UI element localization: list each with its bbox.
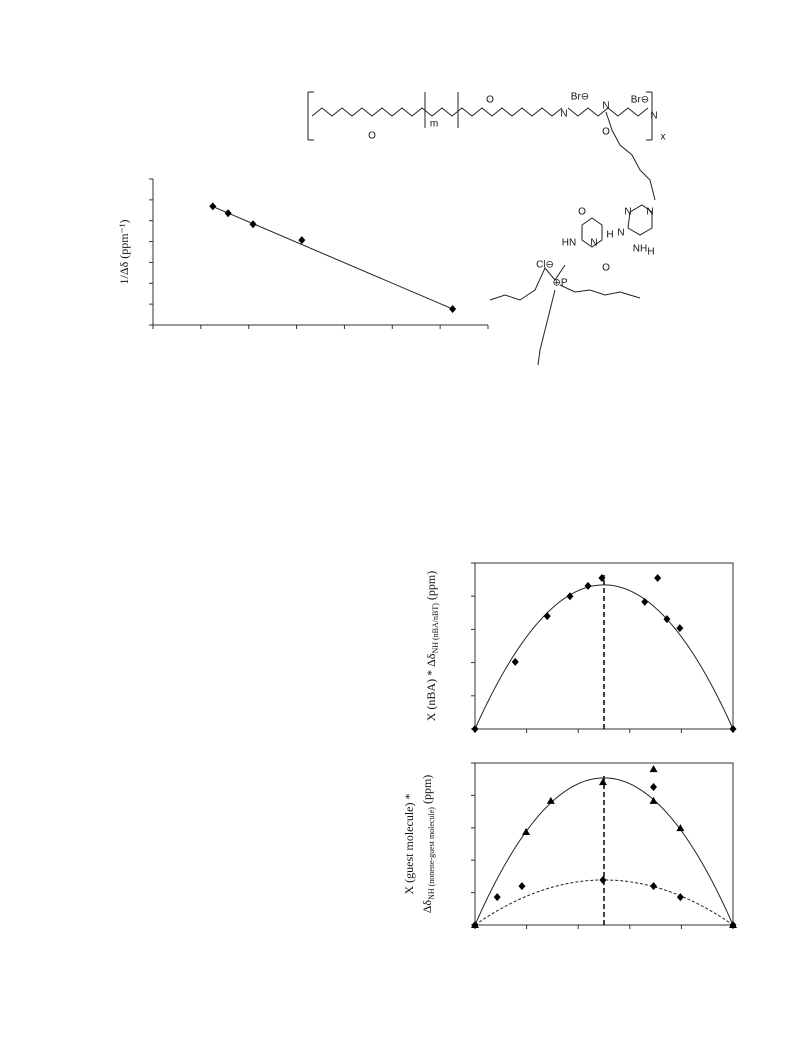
fit-curve [474, 879, 734, 926]
data-point [649, 796, 658, 804]
atom-label: H [606, 230, 613, 241]
data-point [249, 220, 257, 229]
data-point [676, 824, 685, 832]
atom-label: N [590, 238, 597, 249]
atom-label: x [661, 132, 666, 143]
data-point [676, 624, 684, 633]
data-point [654, 573, 662, 582]
data-point [522, 828, 531, 836]
atom-label: O [602, 127, 610, 138]
atom-label: N [650, 111, 657, 122]
data-point [471, 725, 479, 733]
atom-label: Br⊖ [631, 95, 649, 106]
data-point [566, 592, 574, 601]
atom-label: N [646, 207, 653, 218]
data-point [511, 657, 519, 666]
y-axis-label: X (guest molecule) * [402, 794, 416, 895]
atom-label: Cl⊖ [536, 260, 554, 271]
y-axis-label: X (nBA) * ΔδNH (nBA/nBT) (ppm) [424, 571, 441, 721]
atom-label: O [368, 131, 376, 142]
atom-label: ⊕P [552, 278, 567, 289]
atom-label: H [647, 247, 654, 258]
atom-label: m [430, 119, 438, 130]
data-point [546, 796, 555, 804]
data-point [729, 725, 737, 733]
data-point [471, 921, 479, 929]
data-point [650, 782, 658, 791]
atom-label: Br⊖ [571, 92, 589, 103]
data-point [663, 615, 671, 624]
atom-label: N [617, 228, 624, 239]
label-part: NH (nonene-guest molecule) [427, 807, 436, 900]
data-point [598, 573, 606, 582]
atom-label: N [624, 207, 631, 218]
atom-label: NH [633, 244, 647, 255]
data-point [298, 236, 306, 245]
label-part: (ppm) [420, 775, 434, 807]
data-point [649, 765, 658, 773]
label-part: X (nBA) * Δδ [424, 653, 438, 721]
data-point [641, 597, 649, 606]
data-point [518, 882, 526, 891]
atom-label: N [560, 109, 567, 120]
y-axis-label: 1/Δδ (ppm⁻¹) [117, 220, 131, 285]
fit-curve [474, 584, 734, 730]
charts: 1/Δδ (ppm⁻¹) X (nBA) * ΔδNH (nBA/nBT) (pp… [117, 178, 737, 929]
trendline [209, 204, 453, 310]
data-point [650, 882, 658, 891]
data-point [543, 612, 551, 621]
data-point [493, 893, 501, 902]
data-point [676, 893, 684, 902]
label-part: X (guest molecule) * [402, 794, 416, 895]
data-point [584, 581, 592, 590]
data-point [224, 209, 232, 218]
fit-curve [474, 777, 734, 926]
data-point [599, 875, 607, 884]
label-part: 1/Δδ (ppm⁻¹) [117, 220, 131, 285]
atom-label: N [602, 101, 609, 112]
label-part: (ppm) [424, 571, 438, 603]
atom-label: O [578, 207, 586, 218]
data-point [729, 921, 737, 929]
label-part: NH (nBA/nBT) [431, 603, 440, 654]
data-point [209, 202, 217, 211]
data-point [449, 304, 457, 313]
atom-label: O [602, 263, 610, 274]
y-axis-label: ΔδNH (nonene-guest molecule) (ppm) [420, 775, 437, 914]
atom-label: HN [562, 238, 576, 249]
label-part: Δδ [420, 900, 434, 914]
data-point [598, 778, 607, 786]
atom-label: O [486, 95, 494, 106]
